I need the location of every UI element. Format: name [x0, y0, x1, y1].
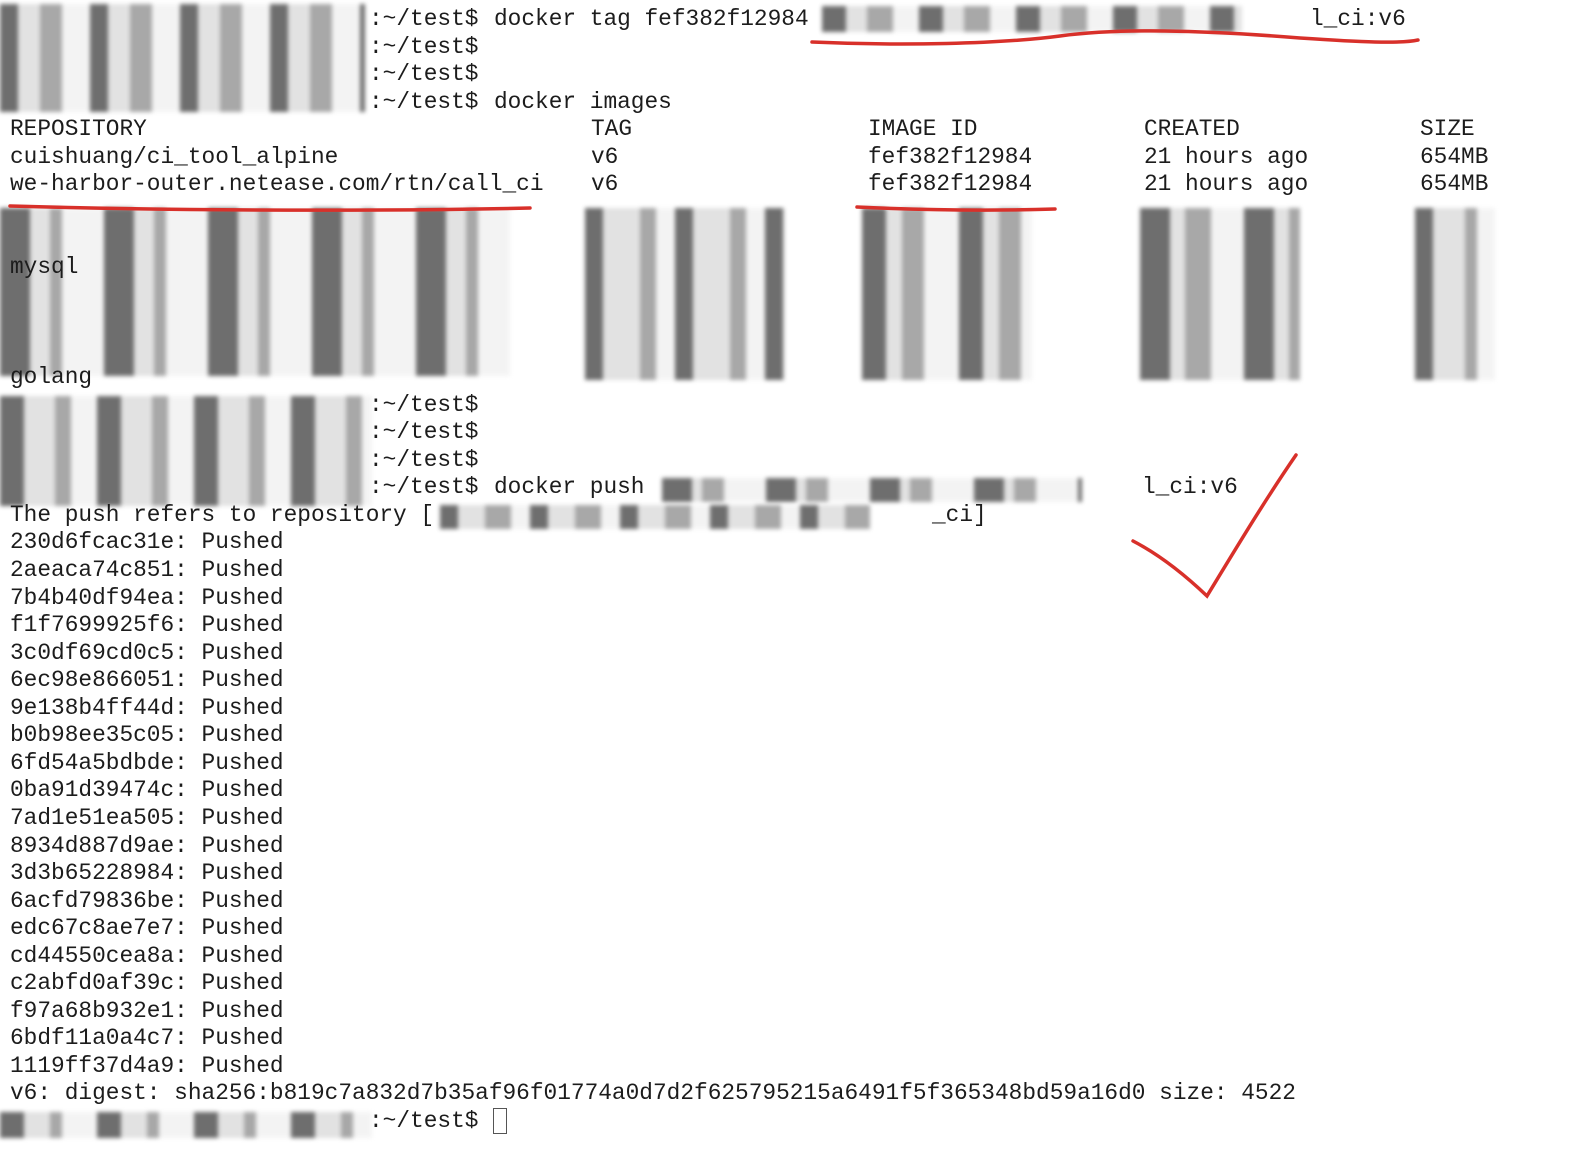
redaction — [662, 478, 1082, 502]
table-cell: golang — [10, 364, 93, 391]
output-line: edc67c8ae7e7: Pushed — [10, 915, 284, 942]
output-line: 8934d887d9ae: Pushed — [10, 832, 284, 859]
output-line: f1f7699925f6: Pushed — [10, 612, 284, 639]
output-line: 7ad1e51ea505: Pushed — [10, 804, 284, 831]
command-tail: l_ci:v6 — [1142, 474, 1238, 501]
output-line: _ci] — [932, 501, 987, 528]
table-cell: 654MB — [1420, 143, 1489, 170]
redaction — [862, 208, 1032, 380]
command: docker push — [494, 474, 645, 501]
redaction — [440, 505, 870, 529]
prompt: :~/test$ — [369, 391, 479, 418]
table-cell: 21 hours ago — [1144, 143, 1309, 170]
prompt: :~/test$ — [369, 474, 479, 501]
output-line: 9e138b4ff44d: Pushed — [10, 694, 284, 721]
table-header: CREATED — [1144, 116, 1240, 143]
output-line: f97a68b932e1: Pushed — [10, 997, 284, 1024]
table-cell: mysql — [10, 253, 79, 280]
output-line: 0ba91d39474c: Pushed — [10, 777, 284, 804]
table-cell: v6 — [591, 143, 619, 170]
output-line: cd44550cea8a: Pushed — [10, 942, 284, 969]
redaction — [0, 1112, 372, 1138]
table-cell: 21 hours ago — [1144, 171, 1309, 198]
prompt: :~/test$ — [369, 33, 479, 60]
prompt: :~/test$ — [369, 419, 479, 446]
output-line: 1119ff37d4a9: Pushed — [10, 1052, 284, 1079]
table-header: SIZE — [1420, 116, 1475, 143]
output-line: The push refers to repository [ — [10, 501, 435, 528]
table-header: TAG — [591, 116, 633, 143]
prompt: :~/test$ — [369, 61, 479, 88]
table-header: IMAGE ID — [868, 116, 978, 143]
table-cell: cuishuang/ci_tool_alpine — [10, 143, 339, 170]
table-header: REPOSITORY — [10, 116, 147, 143]
output-line: 6acfd79836be: Pushed — [10, 887, 284, 914]
redaction — [0, 4, 365, 112]
redaction — [0, 208, 510, 376]
output-line: v6: digest: sha256:b819c7a832d7b35af96f0… — [10, 1080, 1296, 1107]
output-line: 3c0df69cd0c5: Pushed — [10, 639, 284, 666]
redaction — [0, 396, 372, 506]
command-tail: l_ci:v6 — [1310, 6, 1406, 32]
table-cell: 654MB — [1420, 171, 1489, 198]
redaction — [585, 208, 785, 380]
table-cell: fef382f12984 — [868, 171, 1033, 198]
table-cell: fef382f12984 — [868, 143, 1033, 170]
redaction — [1140, 208, 1300, 380]
prompt: :~/test$ — [369, 1108, 479, 1134]
redaction — [822, 6, 1242, 32]
output-line: 2aeaca74c851: Pushed — [10, 557, 284, 583]
output-line: 3d3b65228984: Pushed — [10, 860, 284, 887]
output-line: c2abfd0af39c: Pushed — [10, 970, 284, 997]
prompt: :~/test$ — [369, 446, 479, 473]
command: docker tag fef382f12984 — [494, 6, 809, 32]
table-cell: v6 — [591, 171, 619, 198]
cursor — [493, 1108, 507, 1134]
output-line: 6fd54a5bdbde: Pushed — [10, 749, 284, 776]
prompt: :~/test$ — [369, 6, 479, 32]
output-line: 6ec98e866051: Pushed — [10, 667, 284, 694]
prompt: :~/test$ — [369, 88, 479, 115]
output-line: b0b98ee35c05: Pushed — [10, 722, 284, 749]
command: docker images — [494, 88, 672, 115]
output-line: 6bdf11a0a4c7: Pushed — [10, 1025, 284, 1052]
redaction — [1415, 208, 1495, 380]
table-cell: we-harbor-outer.netease.com/rtn/call_ci — [10, 171, 544, 198]
output-line: 7b4b40df94ea: Pushed — [10, 584, 284, 611]
output-line: 230d6fcac31e: Pushed — [10, 529, 284, 556]
